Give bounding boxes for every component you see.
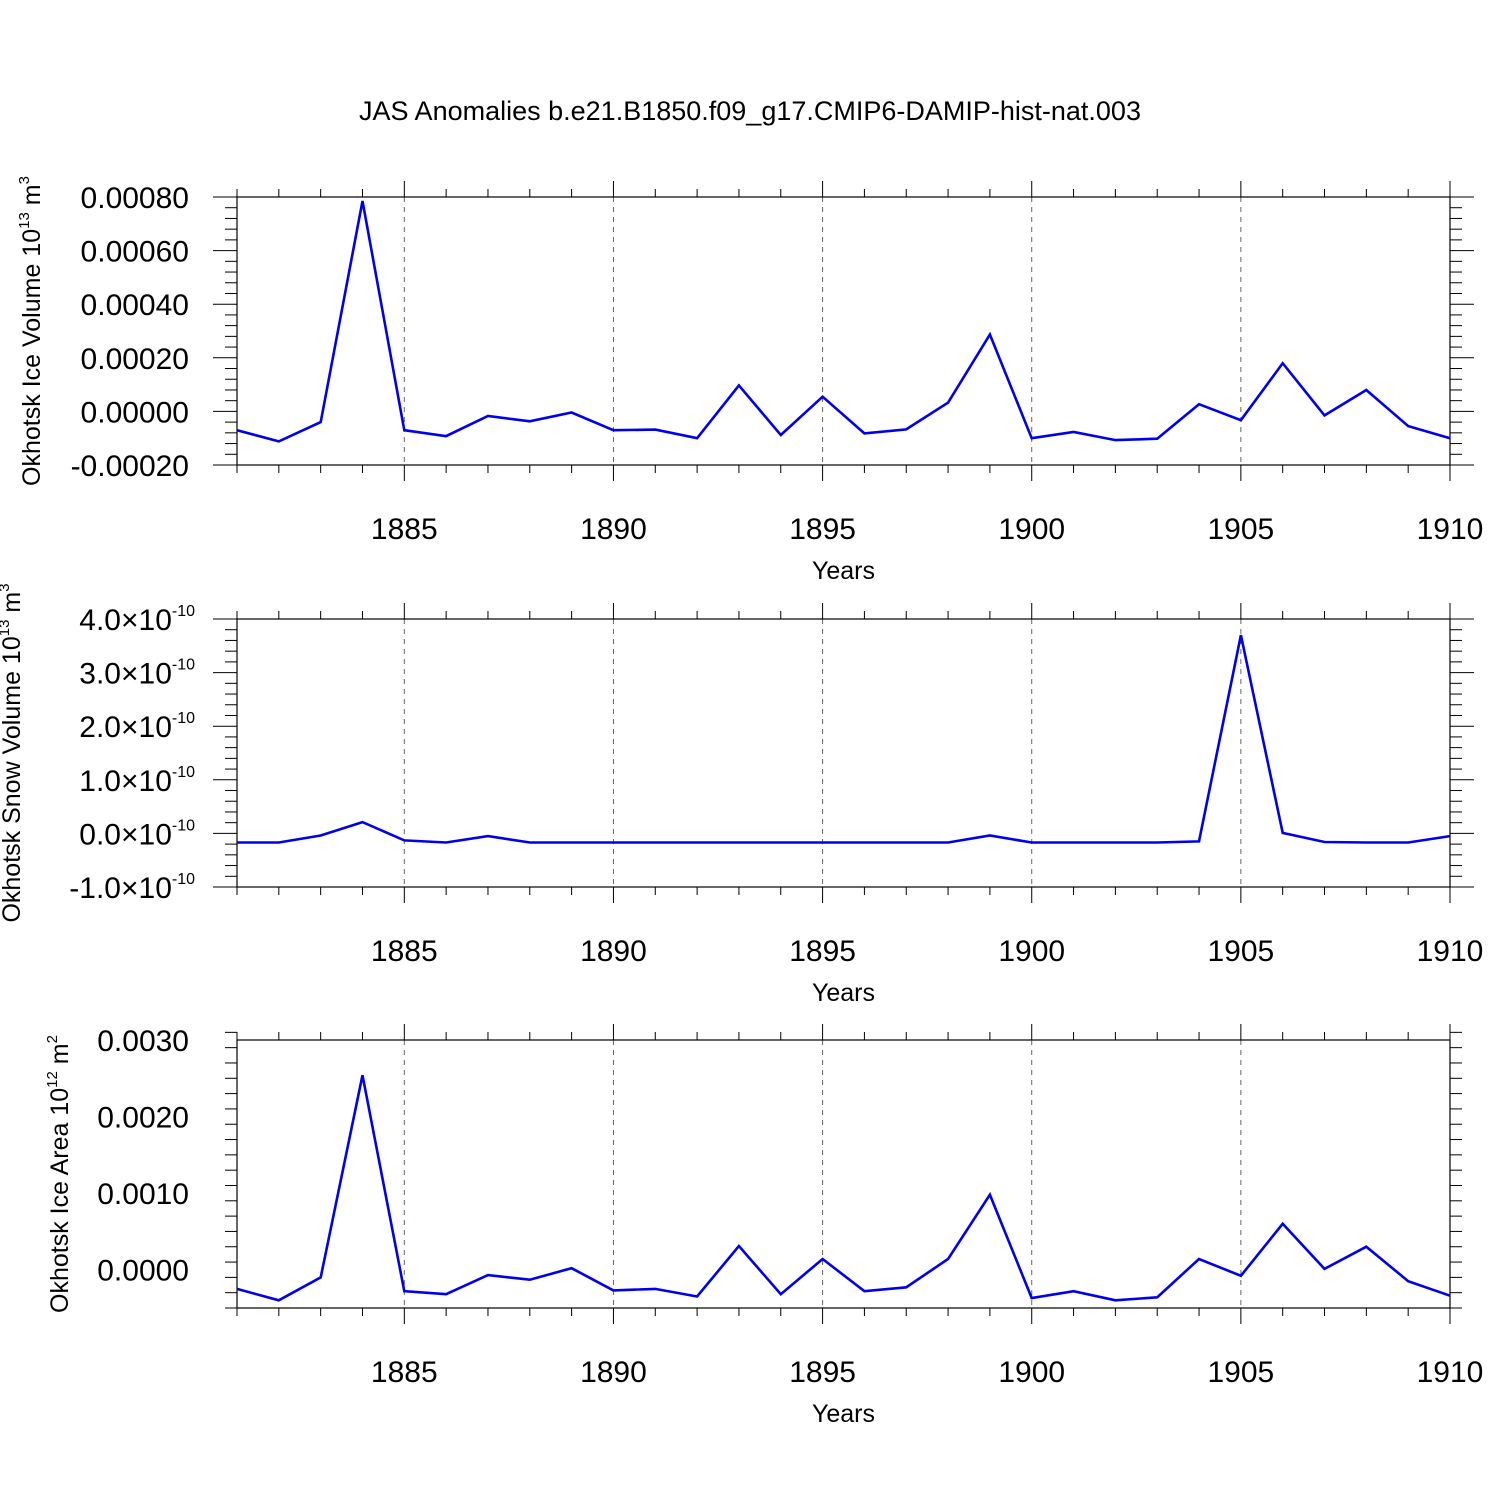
y-label-unit: m xyxy=(0,592,26,620)
x-axis-label: Years xyxy=(812,1400,875,1428)
y-tick-label: 0.00080 xyxy=(81,182,189,215)
x-tick-label: 1895 xyxy=(789,1356,856,1389)
y-tick-label: 2.0×10-10 xyxy=(79,710,195,744)
y-label-unit: m xyxy=(46,1043,74,1071)
y-tick-exponent: -10 xyxy=(172,871,195,888)
y-label-exponent: 12 xyxy=(44,1071,61,1088)
y-tick-multiplier: ×10 xyxy=(121,604,172,637)
x-tick-label: 1910 xyxy=(1417,1356,1484,1389)
x-tick-label: 1900 xyxy=(998,513,1065,546)
y-tick-label: 3.0×10-10 xyxy=(79,657,195,691)
y-tick-exponent: -10 xyxy=(172,710,195,727)
y-tick-label: 0.00040 xyxy=(81,289,189,322)
x-tick-label: 1885 xyxy=(371,1356,438,1389)
y-tick-label: 1.0×10-10 xyxy=(79,764,195,798)
y-tick-mantissa: 2.0 xyxy=(79,711,121,744)
x-axis-label: Years xyxy=(812,557,875,585)
x-tick-label: 1905 xyxy=(1207,935,1274,968)
x-tick-label: 1890 xyxy=(580,1356,647,1389)
y-axis-label: Okhotsk Snow Volume 1013 m3 xyxy=(0,583,26,922)
y-axis-label: Okhotsk Ice Volume 1013 m3 xyxy=(16,176,46,486)
x-tick-label: 1905 xyxy=(1207,1356,1274,1389)
y-label-text: Okhotsk Snow Volume 10 xyxy=(0,636,26,922)
plot-frame xyxy=(236,618,1451,888)
x-axis-label: Years xyxy=(812,979,875,1007)
y-label-unit-exponent: 2 xyxy=(44,1035,61,1043)
y-label-exponent: 13 xyxy=(0,620,13,637)
panels: -0.000200.000000.000200.000400.000600.00… xyxy=(0,176,1483,1428)
y-tick-label: -0.00020 xyxy=(71,450,189,483)
x-tick-label: 1910 xyxy=(1417,513,1484,546)
y-tick-label: 0.0000 xyxy=(97,1255,189,1288)
x-tick-label: 1885 xyxy=(371,935,438,968)
x-tick-label: 1900 xyxy=(998,935,1065,968)
y-tick-label: 0.0020 xyxy=(97,1102,189,1135)
y-tick-label: 0.0030 xyxy=(97,1025,189,1058)
y-tick-mantissa: 4.0 xyxy=(79,604,121,637)
y-tick-exponent: -10 xyxy=(172,817,195,834)
y-tick-mantissa: 3.0 xyxy=(79,658,121,691)
y-tick-exponent: -10 xyxy=(172,764,195,781)
y-tick-label: 0.0010 xyxy=(97,1178,189,1211)
chart-panel-2: -1.0×10-100.0×10-101.0×10-102.0×10-103.0… xyxy=(0,583,1483,1007)
y-tick-multiplier: ×10 xyxy=(121,872,172,905)
y-tick-mantissa: -1.0 xyxy=(69,872,121,905)
y-tick-label: 0.00060 xyxy=(81,236,189,269)
y-tick-exponent: -10 xyxy=(172,603,195,620)
y-tick-label: 4.0×10-10 xyxy=(79,603,195,637)
chart-panel-3: 0.0000 0.0010 0.0020 0.0030 1885 1890 1895 1900… xyxy=(44,1024,1483,1428)
y-tick-multiplier: ×10 xyxy=(121,658,172,691)
y-tick-label: 0.0×10-10 xyxy=(79,817,195,851)
y-tick-label: -1.0×10-10 xyxy=(69,871,195,905)
y-tick-multiplier: ×10 xyxy=(121,711,172,744)
y-label-unit: m xyxy=(18,184,46,212)
y-tick-mantissa: 1.0 xyxy=(79,765,121,798)
x-tick-label: 1905 xyxy=(1207,513,1274,546)
y-label-unit-exponent: 3 xyxy=(16,176,33,184)
chart-panel-1: -0.00020 0.00000 0.00020 0.00040 0.00060 0.00… xyxy=(16,176,1483,585)
y-tick-multiplier: ×10 xyxy=(121,818,172,851)
y-axis-label: Okhotsk Ice Area 1012 m2 xyxy=(44,1035,74,1313)
y-label-text: Okhotsk Ice Volume 10 xyxy=(18,229,46,486)
series-line xyxy=(236,1074,1451,1302)
x-tick-label: 1895 xyxy=(789,935,856,968)
plot-frame xyxy=(236,196,1451,466)
y-tick-exponent: -10 xyxy=(172,657,195,674)
x-tick-label: 1910 xyxy=(1417,935,1484,968)
figure-title: JAS Anomalies b.e21.B1850.f09_g17.CMIP6-… xyxy=(359,96,1141,126)
y-tick-multiplier: ×10 xyxy=(121,765,172,798)
series-line xyxy=(237,634,1451,844)
y-label-text: Okhotsk Ice Area 10 xyxy=(46,1088,74,1313)
y-label-exponent: 13 xyxy=(16,212,33,229)
x-tick-label: 1895 xyxy=(789,513,856,546)
y-tick-label: 0.00000 xyxy=(81,396,189,429)
series-line xyxy=(236,200,1451,443)
x-tick-label: 1900 xyxy=(998,1356,1065,1389)
x-tick-label: 1890 xyxy=(580,513,647,546)
x-tick-label: 1890 xyxy=(580,935,647,968)
y-label-unit-exponent: 3 xyxy=(0,583,13,591)
plot-frame xyxy=(236,1039,1451,1309)
y-tick-mantissa: 0.0 xyxy=(79,818,121,851)
y-tick-label: 0.00020 xyxy=(81,343,189,376)
x-tick-label: 1885 xyxy=(371,513,438,546)
